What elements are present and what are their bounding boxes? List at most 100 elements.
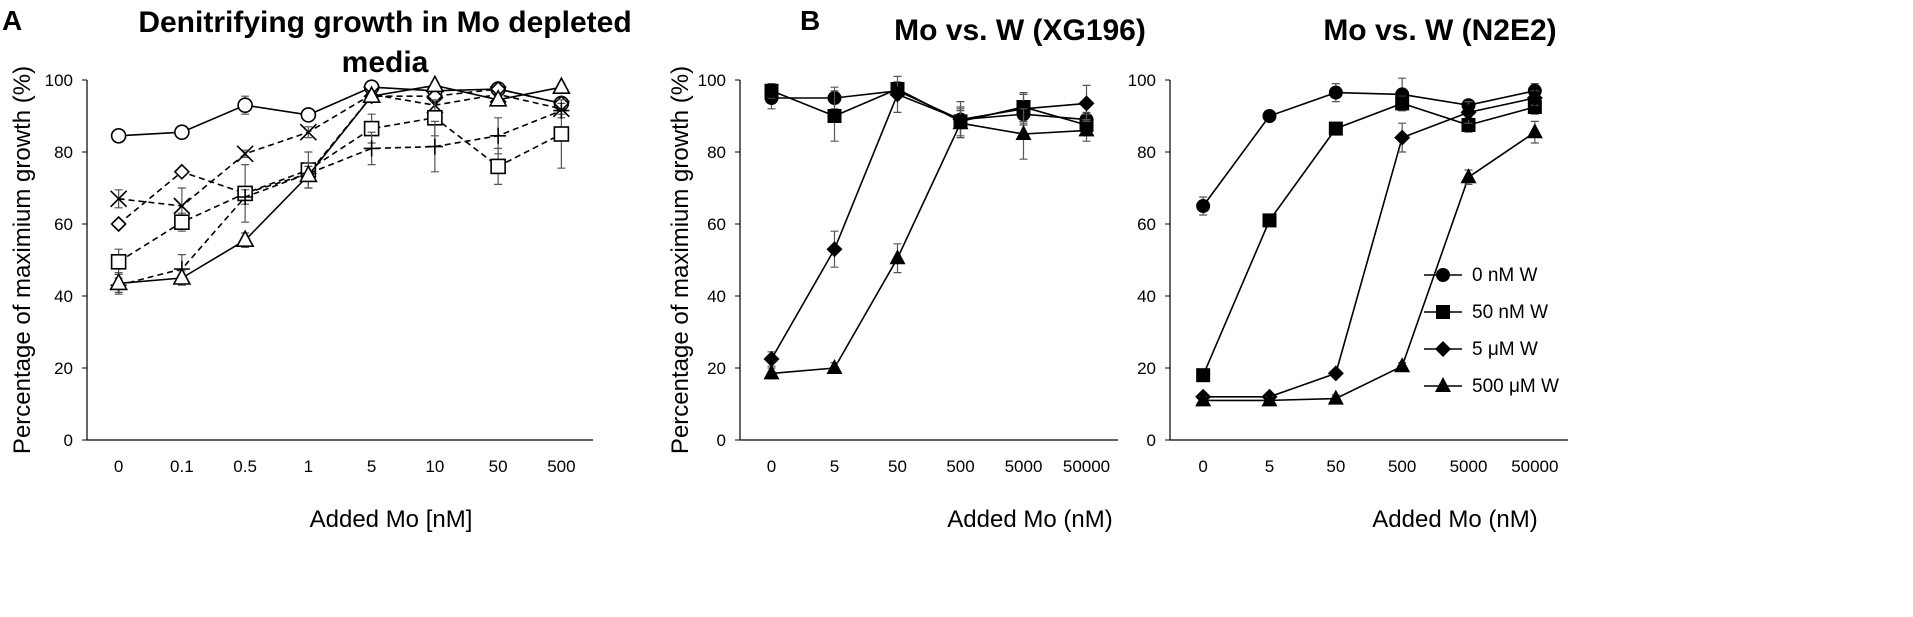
chart-a-series-line — [118, 84, 562, 285]
chart-b2-data-point — [1460, 168, 1477, 184]
chart-b1-x-tick-label: 50 — [888, 457, 907, 476]
chart-b1-x-axis-label: Added Mo (nM) — [947, 506, 1112, 533]
chart-b2-data-point — [1261, 391, 1278, 407]
legend-marker — [1436, 305, 1450, 319]
chart-a-data-point — [235, 229, 255, 247]
legend-label: 500 μM W — [1472, 376, 1559, 397]
chart-b1-series-500-m-w — [763, 108, 1095, 380]
chart-b1-y-tick-label: 40 — [707, 287, 726, 306]
chart-a-data-point — [110, 215, 127, 233]
chart-a-data-point — [174, 124, 190, 140]
chart-b2-x-tick-label: 500 — [1388, 457, 1416, 476]
chart-a-series-line — [118, 86, 562, 137]
chart-b2-x-axis-label: Added Mo (nM) — [1372, 506, 1537, 533]
chart-b2-data-point — [1328, 121, 1343, 136]
chart-b2-data-point — [1527, 100, 1542, 114]
panel-label-a: A — [2, 5, 22, 36]
chart-a-data-point — [553, 126, 570, 142]
chart-b1-series-line — [771, 122, 1087, 375]
chart-b1-data-point — [1078, 95, 1095, 112]
chart-a-series-line — [118, 116, 562, 263]
chart-b1-title: Mo vs. W (XG196) — [894, 14, 1146, 47]
chart-a-title-line-1: Denitrifying growth in Mo depleted — [138, 6, 631, 39]
chart-a-data-point — [490, 158, 506, 175]
chart-b1-data-point — [763, 364, 780, 380]
chart-b1: Mo vs. W (XG196) Percentage of maximium … — [667, 14, 1146, 533]
legend-label: 5 μM W — [1472, 339, 1538, 360]
chart-b2-x-tick-label: 5 — [1265, 457, 1274, 476]
chart-b1-y-tick-label: 20 — [707, 359, 726, 378]
chart-b1-data-point — [952, 114, 969, 130]
chart-a-data-point — [237, 189, 254, 205]
chart-a-series-line — [118, 109, 562, 286]
chart-b2-data-point — [1262, 213, 1277, 228]
chart-b1-data-point — [1078, 121, 1095, 137]
chart-a-y-tick-label: 100 — [45, 71, 73, 90]
chart-b1-x-tick-label: 50000 — [1063, 457, 1110, 476]
chart-a-data-point — [174, 214, 190, 230]
chart-b2-x-tick-label: 0 — [1198, 457, 1207, 476]
chart-b1-data-point — [763, 351, 780, 367]
chart-b2-data-point — [1195, 391, 1212, 407]
chart-a-data-point — [237, 97, 253, 113]
chart-b2-data-point — [1461, 118, 1476, 132]
legend-marker — [1435, 377, 1451, 392]
legend-label: 50 nM W — [1472, 302, 1548, 323]
chart-b2-data-point — [1328, 85, 1343, 100]
chart-b2-data-point — [1196, 368, 1211, 383]
chart-a-data-point — [110, 190, 128, 208]
chart-b2-series-5-m-w — [1195, 90, 1543, 405]
chart-b2-y-tick-label: 100 — [1128, 71, 1156, 90]
chart-b2-series-line — [1203, 131, 1536, 402]
chart-a-x-tick-label: 5 — [367, 457, 376, 476]
chart-a-data-point — [426, 138, 443, 155]
chart-a-x-tick-label: 50 — [489, 457, 508, 476]
legend-label: 0 nM W — [1472, 265, 1538, 286]
chart-a-data-point — [173, 163, 191, 180]
chart-a: Denitrifying growth in Mo depleted media… — [9, 6, 632, 533]
chart-a-y-tick-label: 60 — [54, 215, 73, 234]
chart-a-title-line-2: media — [342, 46, 429, 79]
chart-b2-data-point — [1526, 123, 1543, 139]
chart-b1-series-0-nm-w — [764, 83, 1094, 130]
chart-a-series-triangle — [109, 74, 571, 295]
chart-a-x-tick-label: 1 — [304, 457, 313, 476]
chart-a-data-point — [110, 128, 127, 144]
chart-b1-data-point — [1015, 125, 1032, 140]
chart-a-y-tick-label: 0 — [64, 431, 73, 450]
chart-b2-x-tick-label: 5000 — [1450, 457, 1488, 476]
legend-marker — [1435, 341, 1451, 357]
chart-a-y-tick-label: 20 — [54, 359, 73, 378]
chart-b2-series-line — [1202, 102, 1536, 376]
chart-b1-data-point — [826, 359, 843, 374]
chart-b1-y-tick-label: 100 — [698, 71, 726, 90]
chart-a-series-line — [118, 93, 562, 207]
chart-a-x-tick-label: 0.5 — [233, 457, 257, 476]
chart-a-series-cross — [110, 85, 570, 225]
chart-b2-series-0-nm-w — [1196, 77, 1542, 216]
chart-a-x-axis-label: Added Mo [nM] — [310, 506, 473, 533]
chart-a-data-point — [173, 197, 191, 215]
chart-b2-series-line — [1203, 97, 1536, 398]
chart-b1-y-tick-label: 60 — [707, 215, 726, 234]
chart-b2-y-tick-label: 80 — [1137, 143, 1156, 162]
chart-a-data-point — [490, 127, 507, 144]
chart-b1-series-5-m-w — [763, 75, 1095, 367]
legend-marker — [1436, 268, 1450, 282]
chart-a-data-point — [363, 140, 380, 157]
chart-b1-data-point — [764, 83, 779, 98]
chart-b2-x-tick-label: 50 — [1326, 457, 1345, 476]
chart-a-data-point — [172, 267, 192, 285]
chart-a-data-point — [425, 74, 445, 93]
chart-b2-data-point — [1395, 96, 1410, 111]
chart-a-y-tick-label: 80 — [54, 143, 73, 162]
chart-b2-data-point — [1526, 90, 1543, 106]
chart-b2-data-point — [1394, 357, 1411, 373]
chart-b1-y-tick-label: 80 — [707, 143, 726, 162]
chart-a-x-tick-label: 0 — [114, 457, 123, 476]
chart-b2-title: Mo vs. W (N2E2) — [1323, 14, 1556, 47]
chart-b1-data-point — [889, 86, 906, 103]
chart-b1-y-axis-label: Percentage of maximium growth (%) — [667, 66, 694, 454]
chart-b2-y-tick-label: 60 — [1137, 215, 1156, 234]
chart-b2-legend: 0 nM W 50 nM W 5 μM W 500 μM W — [1424, 265, 1559, 397]
